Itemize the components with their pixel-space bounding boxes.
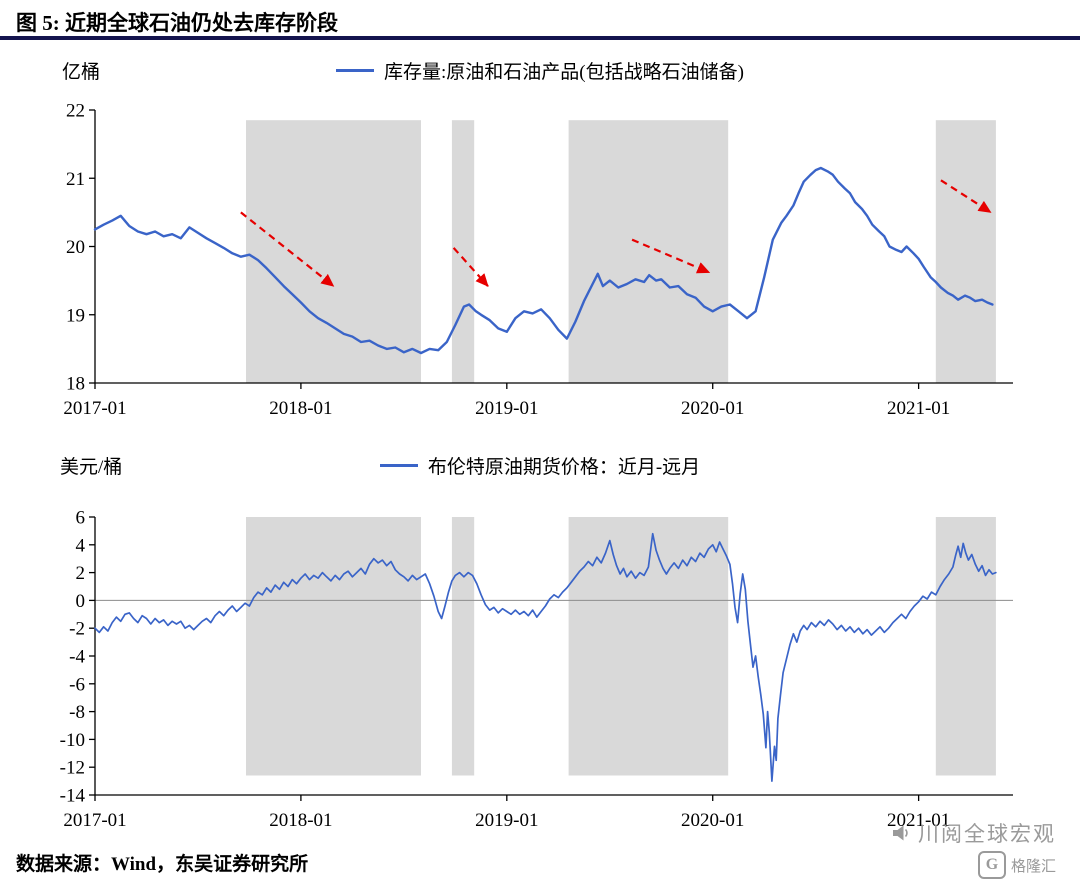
bottom-legend-line-swatch [379, 464, 418, 467]
x-tick-label: 2018-01 [269, 398, 332, 419]
series-line-brent-spread [94, 532, 997, 782]
destock-arrow [940, 179, 992, 214]
y-tick-label: 21 [66, 169, 85, 190]
gelonghui-logo-text: 格隆汇 [1010, 858, 1056, 875]
y-tick-label: -8 [69, 702, 85, 723]
y-tick-label: -4 [69, 647, 85, 668]
x-tick-label: 2019-01 [475, 810, 538, 831]
x-tick-label: 2020-01 [681, 398, 744, 419]
y-tick-label: 0 [76, 591, 86, 612]
destock-arrow [452, 247, 489, 287]
y-tick-label: -2 [69, 619, 85, 640]
series-line-oil-inventory [93, 166, 994, 355]
gelonghui-logo: G 格隆汇 [977, 851, 1056, 879]
destock-arrow [240, 211, 335, 287]
top-legend-label: 库存量:原油和石油产品(包括战略石油储备) [384, 62, 744, 83]
x-tick-label: 2018-01 [269, 810, 332, 831]
top-legend-line-swatch [336, 69, 375, 72]
x-tick-label: 2017-01 [63, 810, 126, 831]
x-tick-label: 2019-01 [475, 398, 538, 419]
destock-band [246, 517, 421, 776]
y-tick-label: 18 [66, 374, 85, 395]
destock-band [935, 120, 996, 383]
bottom-legend-row: 美元/桶 布伦特原油期货价格：近月-远月 [0, 452, 1080, 479]
y-tick-label: 4 [76, 535, 86, 556]
x-tick-label: 2021-01 [887, 398, 950, 419]
destock-band [935, 517, 996, 776]
speaker-icon [891, 823, 911, 843]
y-tick-label: -12 [60, 758, 85, 779]
destock-band [568, 120, 729, 383]
bottom-legend: 布伦特原油期货价格：近月-远月 [379, 452, 701, 479]
top-y-axis-unit: 亿桶 [62, 62, 101, 83]
top-legend-row: 亿桶 库存量:原油和石油产品(包括战略石油储备) [0, 57, 1080, 84]
y-tick-label: 20 [66, 237, 85, 258]
gelonghui-logo-icon: G [977, 851, 1006, 879]
destock-arrow [631, 238, 711, 274]
bottom-legend-label: 布伦特原油期货价格：近月-远月 [427, 457, 701, 478]
destock-band [246, 120, 421, 383]
destock-band [451, 120, 475, 383]
y-tick-label: -6 [69, 674, 85, 695]
top-legend: 库存量:原油和石油产品(包括战略石油储备) [336, 57, 744, 84]
y-tick-label: -14 [60, 786, 86, 807]
title-rule [0, 36, 1080, 40]
watermark-line: 川阅全球宏观 [891, 818, 1056, 848]
destock-band [451, 517, 475, 776]
x-tick-label: 2020-01 [681, 810, 744, 831]
inventory-chart: 18 19 20 21 22 2017-01 2018-01 2019-01 2020-01 20… [63, 101, 1013, 419]
watermark-text: 川阅全球宏观 [918, 822, 1056, 846]
y-tick-label: 2 [76, 563, 86, 584]
x-tick-label: 2017-01 [63, 398, 126, 419]
spread-chart: -14 -12 -10 -8 -6 -4 -2 0 2 4 6 2017-01 2018-01 2019-… [60, 508, 1013, 831]
y-tick-label: -10 [60, 730, 85, 751]
bottom-y-axis-unit: 美元/桶 [60, 457, 123, 478]
y-tick-label: 19 [66, 305, 85, 326]
x-tick-label: 2021-01 [887, 810, 950, 831]
watermark: 川阅全球宏观 G 格隆汇 [891, 818, 1056, 879]
data-source: 数据来源：Wind，东吴证券研究所 [16, 854, 309, 875]
figure-title: 图 5: 近期全球石油仍处去库存阶段 [16, 11, 338, 35]
y-tick-label: 22 [66, 101, 85, 122]
y-tick-label: 6 [76, 508, 86, 529]
